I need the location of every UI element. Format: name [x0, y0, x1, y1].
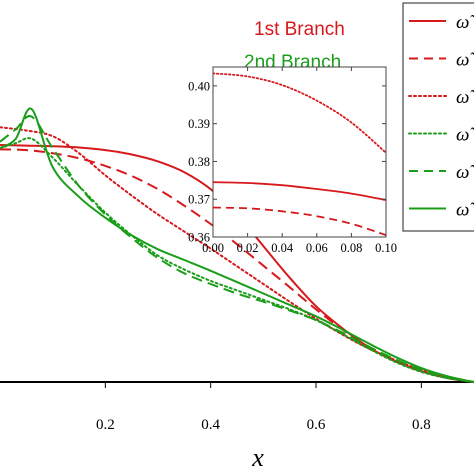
- legend: ω̃ω̃ω̃ω̃ω̃ω̃: [402, 2, 474, 232]
- inset-y-tick-label: 0.40: [188, 79, 210, 93]
- inset-x-tick-label: 0.08: [340, 241, 362, 255]
- inset-plot: 0.00 0.02 0.04 0.06 0.08 0.10 0.36 0.37 0.38 0.39…: [188, 66, 397, 255]
- inset-series-3-line: [213, 72, 386, 154]
- inset-y-tick-label: 0.38: [188, 155, 210, 169]
- inset-x-tick-label: 0.00: [202, 241, 224, 255]
- inset-series-group: [213, 72, 386, 236]
- inset-x-tick-label: 0.04: [271, 241, 294, 255]
- main-series-3-line: [0, 126, 474, 383]
- main-x-tick-label: 0.8: [412, 417, 431, 433]
- inset-x-tick-label: 0.06: [306, 241, 328, 255]
- main-series-group: [0, 107, 474, 383]
- inset-ticks: 0.00 0.02 0.04 0.06 0.08 0.10 0.36 0.37 0.38 0.39…: [188, 67, 397, 255]
- inset-series-1-line: [213, 181, 386, 201]
- main-series-6-line: [0, 107, 474, 383]
- inset-y-tick-label: 0.37: [188, 193, 210, 207]
- main-plot: 0.2 0.4 0.6 0.8 x: [0, 107, 474, 472]
- main-x-tick-label: 0.4: [201, 417, 220, 433]
- x-axis-label: x: [251, 443, 264, 472]
- main-series-4-line: [0, 137, 474, 383]
- main-x-tick-label: 0.2: [96, 417, 115, 433]
- inset-x-tick-label: 0.02: [237, 241, 259, 255]
- inset-y-tick-label: 0.39: [188, 117, 210, 131]
- branch1-annotation: 1st Branch: [254, 19, 345, 40]
- main-series-5-line: [0, 115, 474, 383]
- main-series-2-line: [0, 148, 474, 383]
- legend-box: [402, 2, 474, 232]
- main-x-ticks: 0.2 0.4 0.6 0.8: [96, 382, 431, 433]
- inset-y-tick-label: 0.36: [188, 231, 210, 245]
- inset-x-tick-label: 0.10: [375, 241, 397, 255]
- inset-series-2-line: [213, 206, 386, 236]
- main-x-tick-label: 0.6: [307, 417, 326, 433]
